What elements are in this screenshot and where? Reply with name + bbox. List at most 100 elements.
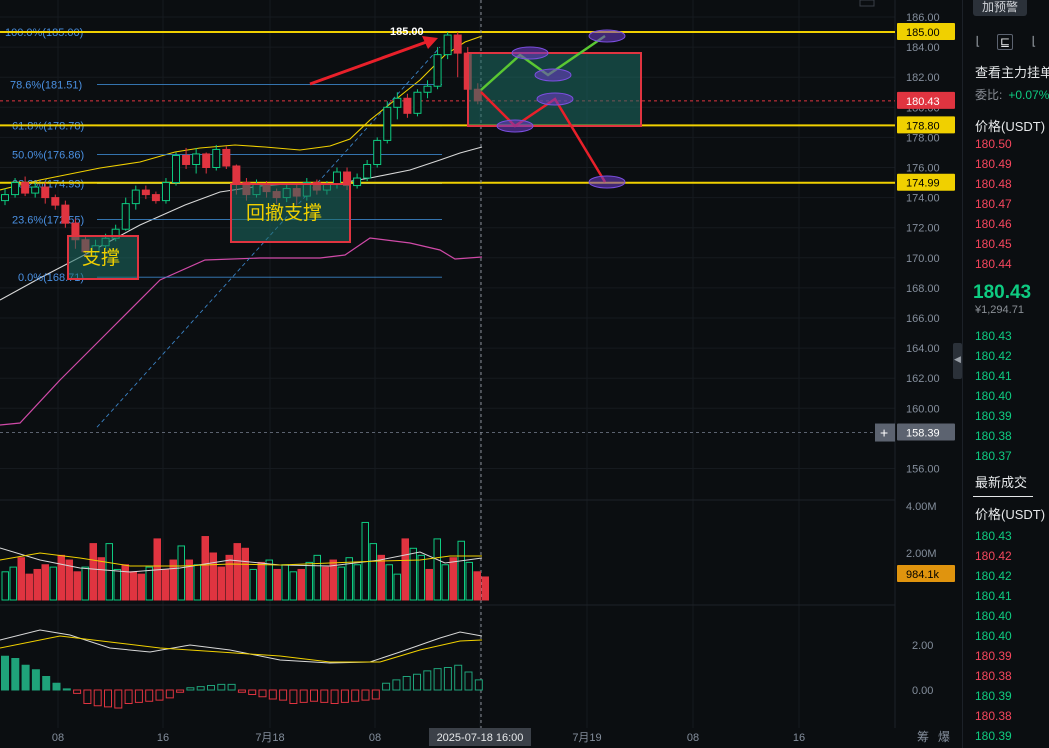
order-book-panel: 加预警 ⌊ ⊑ ⌊ 查看主力挂单 委比: +0.07% 价格(USDT) 180.… [962,0,1049,748]
macd-bar [217,683,226,691]
volume-bars [0,521,489,601]
fibonacci-levels: 100.0%(185.00)78.6%(181.51)61.8%(178.78)… [5,27,442,428]
macd-bar [52,682,61,691]
macd-tick-label: 0.00 [912,685,933,697]
annotations: 支撑 回撤支撑 185.00 [67,26,642,280]
bid-row[interactable]: 180.42 [975,349,1012,363]
trade-row[interactable]: 180.39 [975,689,1012,703]
target-ellipse [588,29,626,43]
ask-row[interactable]: 180.45 [975,237,1012,251]
bid-list: 180.43 180.42 180.41 180.40 180.39 180.38 180.… [975,326,1012,466]
volume-bar [393,573,401,601]
volume-bar [41,564,49,601]
macd-bar [124,689,133,704]
ask-list: 180.50 180.49 180.48 180.47 180.46 180.45 180.… [975,134,1012,274]
trade-row[interactable]: 180.39 [975,649,1012,663]
book-both-icon[interactable]: ⌊ [975,34,981,48]
macd-bar [165,689,174,699]
price-tag-label: 174.99 [906,178,940,190]
macd-bar [207,685,215,691]
ask-row[interactable]: 180.48 [975,177,1012,191]
book-split-icon[interactable]: ⊑ [997,34,1013,50]
bid-row[interactable]: 180.41 [975,369,1012,383]
bid-row[interactable]: 180.39 [975,409,1012,423]
macd-bar [11,658,20,691]
price-tags: 185.00 180.43 178.80 174.99 + 158.39 984.1k [875,23,955,582]
last-price: 180.43 [973,282,1032,303]
candle-body [61,204,70,224]
macd-axis: 2.00 0.00 [912,640,933,697]
macd-bar [155,689,164,701]
trade-row[interactable]: 180.42 [975,569,1012,583]
volume-bar [129,571,137,601]
candle-body [202,153,211,169]
crosshair-time-box [429,728,531,746]
key-levels [0,0,895,728]
bid-row[interactable]: 180.40 [975,389,1012,403]
ask-row[interactable]: 180.47 [975,197,1012,211]
volume-bar [473,571,481,601]
price-chart[interactable]: 100.0%(185.00)78.6%(181.51)61.8%(178.78)… [0,0,960,748]
candle-body [353,177,362,187]
macd-bar [433,668,442,691]
macd-bar [258,689,267,698]
trade-row[interactable]: 180.42 [975,549,1012,563]
volume-bar [177,545,185,601]
last-price-cny: ¥1,294.71 [975,304,1024,316]
bullish-path-line [480,34,606,91]
trade-row[interactable]: 180.41 [975,589,1012,603]
price-tag-box [897,23,955,41]
bid-row[interactable]: 180.43 [975,329,1012,343]
macd-line [0,629,483,664]
price-tick-label: 166.00 [906,313,940,325]
trade-row[interactable]: 180.38 [975,709,1012,723]
time-tick-label: 08 [52,732,64,744]
bid-row[interactable]: 180.38 [975,429,1012,443]
screenshot-icon [859,0,875,7]
macd-bar [73,689,82,694]
trade-row[interactable]: 180.40 [975,629,1012,643]
time-tick-label: 7月19 [572,732,601,744]
plus-icon: + [880,425,888,441]
collapse-panel-handle[interactable]: ◀ [953,343,962,379]
volume-bar [233,543,241,601]
volume-bar [113,568,121,601]
ask-row[interactable]: 180.49 [975,157,1012,171]
macd-bar [474,679,483,691]
bollinger-lower-line [0,237,483,426]
candle-body [363,163,372,179]
trades-price-header: 价格(USDT) [975,507,1046,522]
macd-bar [340,689,349,703]
target-zone-box [467,52,642,127]
volume-bar [337,566,345,601]
price-tick-label: 162.00 [906,373,940,385]
macd-bar [104,689,112,708]
volume-bar [457,540,465,601]
recent-trades-tab[interactable]: 最新成交 [975,475,1028,490]
add-alert-button[interactable]: 加预警 [973,0,1027,16]
chart-area[interactable]: 100.0%(185.00)78.6%(181.51)61.8%(178.78)… [0,0,960,748]
macd-bar [176,689,185,693]
trade-row[interactable]: 180.43 [975,529,1012,543]
price-tick-label: 182.00 [906,72,940,84]
candle-body [182,154,191,165]
support-box [67,235,139,280]
bid-row[interactable]: 180.37 [975,449,1012,463]
volume-bar [465,561,473,601]
trade-row[interactable]: 180.39 [975,729,1012,743]
book-bids-icon[interactable]: ⌊ [1031,34,1037,48]
pullback-support-label: 回撤支撑 [246,202,322,224]
trade-row[interactable]: 180.38 [975,669,1012,683]
macd-bar [196,686,205,691]
trade-row[interactable]: 180.40 [975,609,1012,623]
ask-row[interactable]: 180.44 [975,257,1012,271]
macd-signal-line [0,635,483,663]
time-tick-label: 16 [157,732,169,744]
macd-bar [114,689,123,709]
ask-row[interactable]: 180.50 [975,137,1012,151]
macd-bar [320,689,329,703]
ask-row[interactable]: 180.46 [975,217,1012,231]
bearish-path-line [480,91,607,183]
chevron-left-icon: ◀ [954,354,961,364]
volume-bar [161,568,169,601]
